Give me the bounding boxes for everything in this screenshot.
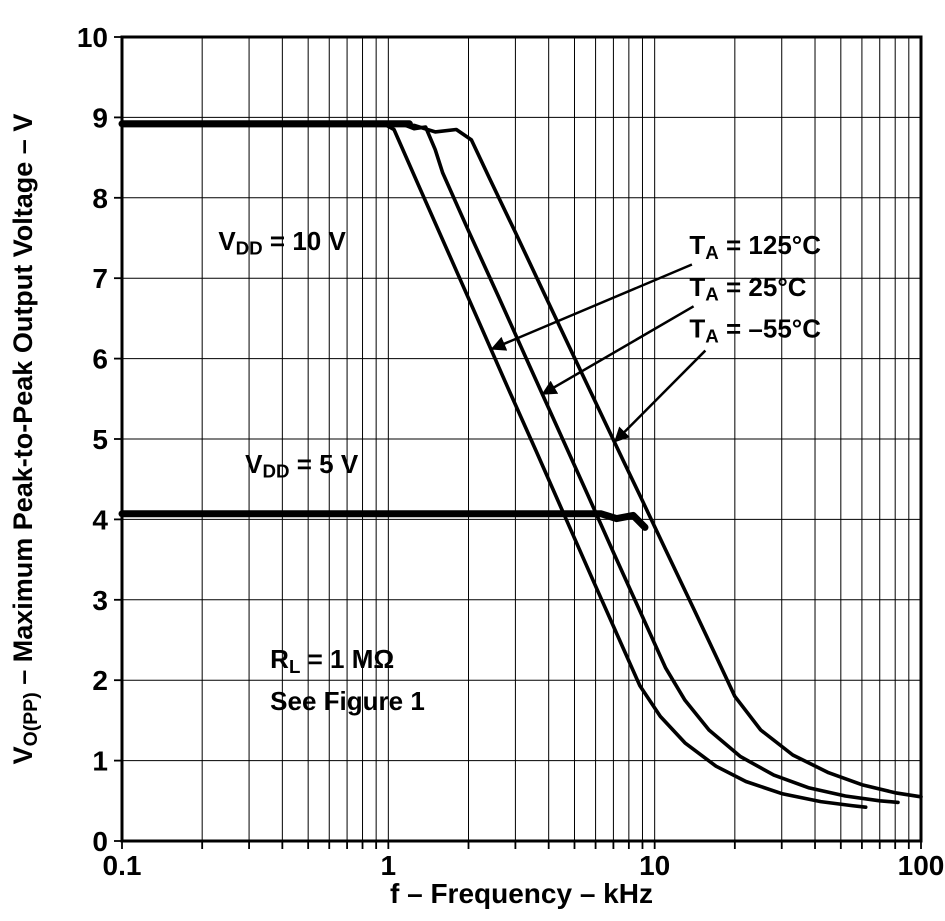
curve-ta-minus55c — [120, 123, 923, 799]
tick-labels: 0.1 1 10 100 0 1 2 3 4 5 6 7 8 9 10 — [77, 22, 945, 881]
curve-ta-125c — [120, 121, 868, 810]
gridlines — [122, 37, 921, 841]
y-tick-label: 6 — [92, 344, 108, 375]
ta-125c-label: TA = 125°C — [689, 230, 821, 263]
ta-minus55c-label: TA = –55°C — [689, 314, 821, 347]
callout-arrow — [541, 305, 695, 396]
see-figure-label: See Figure 1 — [270, 686, 425, 716]
x-axis-title: f – Frequency – kHz — [390, 878, 653, 909]
x-tick-label: 10 — [639, 850, 670, 881]
callout-arrow — [490, 263, 693, 351]
curve-ta-25c — [120, 121, 900, 805]
tick-marks — [114, 36, 922, 849]
axis-titles: f – Frequency – kHz VO(PP) – Maximum Peak… — [8, 114, 653, 909]
ta-25c-label: TA = 25°C — [689, 272, 806, 305]
vdd-5v-label: VDD = 5 V — [245, 449, 359, 482]
y-tick-label: 10 — [77, 22, 108, 53]
callout-arrows — [490, 263, 707, 443]
y-tick-label: 2 — [92, 665, 108, 696]
curve-vdd5-plateau — [118, 510, 649, 531]
callout-arrow — [613, 349, 707, 443]
y-tick-label: 7 — [92, 263, 108, 294]
series — [118, 120, 923, 810]
y-tick-label: 3 — [92, 585, 108, 616]
vdd-10v-label: VDD = 10 V — [218, 226, 346, 259]
y-axis-title: VO(PP) – Maximum Peak-to-Peak Output Vol… — [8, 114, 42, 765]
annotations: VDD = 10 V VDD = 5 V TA = 125°C TA = 25°C TA… — [218, 226, 821, 716]
x-tick-label: 1 — [381, 850, 397, 881]
y-tick-label: 1 — [92, 746, 108, 777]
y-tick-label: 5 — [92, 424, 108, 455]
y-tick-label: 4 — [92, 504, 108, 535]
rl-label: RL = 1 MΩ — [270, 644, 394, 677]
x-tick-label: 0.1 — [103, 850, 142, 881]
y-tick-label: 8 — [92, 183, 108, 214]
x-tick-label: 100 — [898, 850, 945, 881]
y-tick-label: 9 — [92, 102, 108, 133]
y-tick-label: 0 — [92, 826, 108, 857]
